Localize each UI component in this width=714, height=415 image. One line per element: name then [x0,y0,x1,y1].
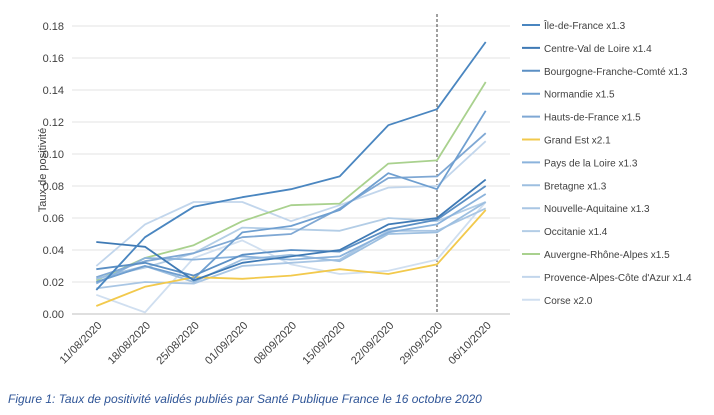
legend-label: Corse x2.0 [544,296,593,307]
y-tick-label: 0.04 [43,245,64,257]
x-tick-label: 11/08/2020 [58,320,105,367]
legend-label: Normandie x1.5 [544,90,615,101]
legend-label: Occitanie x1.4 [544,227,608,238]
y-tick-label: 0.00 [43,309,64,321]
x-tick-label: 22/09/2020 [349,320,396,367]
legend-label: Pays de la Loire x1.3 [544,158,638,169]
series-line [96,110,487,283]
series-line [95,209,487,307]
x-tick-label: 29/09/2020 [398,320,445,367]
x-tick-label: 25/08/2020 [154,320,201,367]
series-line [96,201,487,280]
y-tick-label: 0.16 [43,53,64,65]
y-tick-label: 0.10 [43,149,64,161]
legend-label: Hauts-de-France x1.5 [544,113,641,124]
y-tick-label: 0.08 [43,181,64,193]
legend-label: Île-de-France x1.3 [543,19,626,32]
series-line [95,41,487,291]
series-line [95,81,487,282]
series-line [96,201,487,283]
legend: Île-de-France x1.3 Centre-Val de Loire x1… [522,19,692,307]
series-line [96,178,487,282]
legend-label: Nouvelle-Aquitaine x1.3 [544,204,650,215]
y-axis-label: Taux de positivité [37,128,49,212]
x-tick-label: 06/10/2020 [446,320,493,367]
y-tick-label: 0.14 [43,85,64,97]
series-line [95,140,487,267]
y-tick-label: 0.06 [43,213,64,225]
series-lines [95,41,487,314]
y-tick-label: 0.02 [43,277,64,289]
legend-label: Grand Est x2.1 [544,136,611,147]
legend-label: Bourgogne-Franche-Comté x1.3 [544,67,688,78]
legend-label: Provence-Alpes-Côte d'Azur x1.4 [544,273,692,284]
y-tick-label: 0.12 [43,117,64,129]
figure-caption: Figure 1: Taux de positivité validés pub… [8,392,482,406]
y-tick-label: 0.18 [43,21,64,33]
x-tick-label: 08/09/2020 [252,320,299,367]
legend-label: Auvergne-Rhône-Alpes x1.5 [544,250,670,261]
series-line [96,185,487,277]
series-line [95,201,487,314]
x-axis-ticks: 11/08/2020 18/08/2020 25/08/2020 01/09/2020… [58,320,494,367]
x-tick-label: 01/09/2020 [203,320,250,367]
x-tick-label: 18/08/2020 [106,320,153,367]
legend-label: Centre-Val de Loire x1.4 [544,44,652,55]
series-line [96,207,487,290]
x-tick-label: 15/09/2020 [300,320,347,367]
series-line [95,193,487,285]
legend-label: Bretagne x1.3 [544,181,607,192]
y-axis-ticks: 0.00 0.02 0.04 0.06 0.08 0.10 0.12 0.14 0.16 0.18 [43,21,64,321]
